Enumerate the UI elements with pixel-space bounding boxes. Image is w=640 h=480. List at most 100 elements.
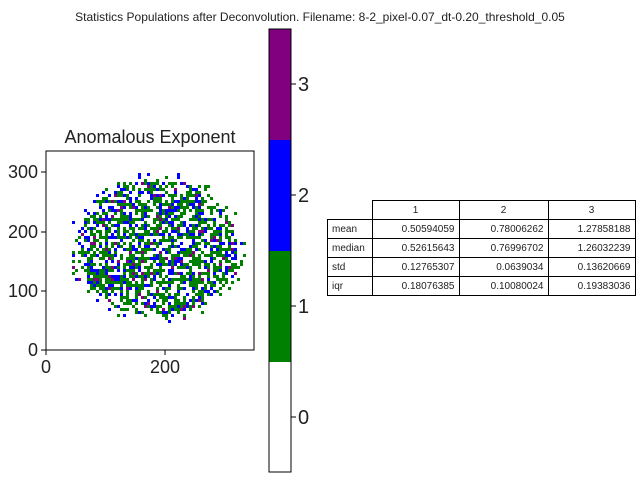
heatmap-cell xyxy=(147,206,150,209)
heatmap-cell xyxy=(156,299,159,302)
heatmap-cell xyxy=(87,281,90,284)
heatmap-cell xyxy=(174,296,177,299)
heatmap-cell xyxy=(168,251,171,254)
heatmap-cell xyxy=(90,269,93,272)
heatmap-cell xyxy=(177,200,180,203)
heatmap-cell xyxy=(225,206,228,209)
heatmap-cell xyxy=(201,281,204,284)
heatmap-cell xyxy=(93,281,96,284)
heatmap-cell xyxy=(207,266,210,269)
heatmap-cell xyxy=(216,230,219,233)
heatmap-cell xyxy=(180,182,183,185)
heatmap-cell xyxy=(87,257,90,260)
heatmap-cell xyxy=(108,200,111,203)
heatmap-cell xyxy=(156,257,159,260)
heatmap-cell xyxy=(177,173,180,176)
heatmap-cell xyxy=(162,218,165,221)
heatmap-cell xyxy=(150,266,153,269)
heatmap-cell xyxy=(141,236,144,239)
heatmap-cell xyxy=(153,305,156,308)
heatmap-cell xyxy=(123,188,126,191)
heatmap-cell xyxy=(231,242,234,245)
colorbar-tick-label: 2 xyxy=(298,185,309,207)
heatmap-cell xyxy=(150,233,153,236)
heatmap-cell xyxy=(117,287,120,290)
heatmap-cell xyxy=(147,257,150,260)
heatmap-cell xyxy=(189,224,192,227)
heatmap-cell xyxy=(171,182,174,185)
heatmap-cell xyxy=(204,287,207,290)
heatmap-cell xyxy=(126,293,129,296)
heatmap-cell xyxy=(120,275,123,278)
heatmap-cell xyxy=(102,287,105,290)
heatmap-cell xyxy=(153,188,156,191)
heatmap-cell xyxy=(144,257,147,260)
heatmap-cell xyxy=(159,200,162,203)
heatmap-cell xyxy=(120,284,123,287)
heatmap-cell xyxy=(105,278,108,281)
y-tick-label: 0 xyxy=(28,340,38,360)
heatmap-cell xyxy=(240,260,243,263)
heatmap-cell xyxy=(135,209,138,212)
heatmap-cell xyxy=(138,275,141,278)
heatmap-cell xyxy=(219,227,222,230)
heatmap-cell xyxy=(183,197,186,200)
heatmap-cell xyxy=(105,200,108,203)
heatmap-cell xyxy=(180,194,183,197)
heatmap-cell xyxy=(162,236,165,239)
heatmap-cell xyxy=(192,302,195,305)
heatmap-cell xyxy=(117,185,120,188)
heatmap-cell xyxy=(210,248,213,251)
heatmap-cell xyxy=(234,251,237,254)
heatmap-cell xyxy=(135,302,138,305)
heatmap-cell xyxy=(150,308,153,311)
heatmap-cell xyxy=(138,227,141,230)
heatmap-cell xyxy=(213,266,216,269)
heatmap-cell xyxy=(132,260,135,263)
heatmap-cell xyxy=(111,284,114,287)
heatmap-cell xyxy=(96,299,99,302)
heatmap-cell xyxy=(192,299,195,302)
heatmap-cell xyxy=(105,242,108,245)
heatmap-cell xyxy=(81,227,84,230)
heatmap-cell xyxy=(105,251,108,254)
heatmap-cell xyxy=(135,296,138,299)
heatmap-cell xyxy=(192,206,195,209)
heatmap-cell xyxy=(132,206,135,209)
heatmap-cell xyxy=(102,212,105,215)
heatmap-cell xyxy=(186,236,189,239)
heatmap-cell xyxy=(201,209,204,212)
heatmap-cell xyxy=(210,254,213,257)
heatmap-cell xyxy=(231,248,234,251)
heatmap-cell xyxy=(90,245,93,248)
heatmap-cell xyxy=(162,239,165,242)
heatmap-cell xyxy=(141,206,144,209)
heatmap-cell xyxy=(162,257,165,260)
heatmap-cell xyxy=(207,272,210,275)
heatmap-cell xyxy=(99,230,102,233)
heatmap-cell xyxy=(93,263,96,266)
heatmap-cell xyxy=(186,305,189,308)
heatmap-cell xyxy=(216,254,219,257)
heatmap-cell xyxy=(159,185,162,188)
heatmap-cell xyxy=(207,218,210,221)
heatmap-cell xyxy=(177,266,180,269)
heatmap-cell xyxy=(126,278,129,281)
heatmap-cell xyxy=(198,281,201,284)
heatmap-cell xyxy=(84,236,87,239)
heatmap-cell xyxy=(144,215,147,218)
heatmap-cell xyxy=(90,227,93,230)
heatmap-cell xyxy=(198,299,201,302)
heatmap-cell xyxy=(243,254,246,257)
heatmap-cell xyxy=(159,239,162,242)
heatmap-cell xyxy=(171,278,174,281)
heatmap-cell xyxy=(111,266,114,269)
heatmap-cell xyxy=(219,254,222,257)
heatmap-cell xyxy=(126,218,129,221)
heatmap-cell xyxy=(168,215,171,218)
heatmap-cell xyxy=(219,242,222,245)
heatmap-cell xyxy=(168,287,171,290)
heatmap-cell xyxy=(210,251,213,254)
heatmap-cell xyxy=(189,260,192,263)
heatmap-cell xyxy=(129,227,132,230)
